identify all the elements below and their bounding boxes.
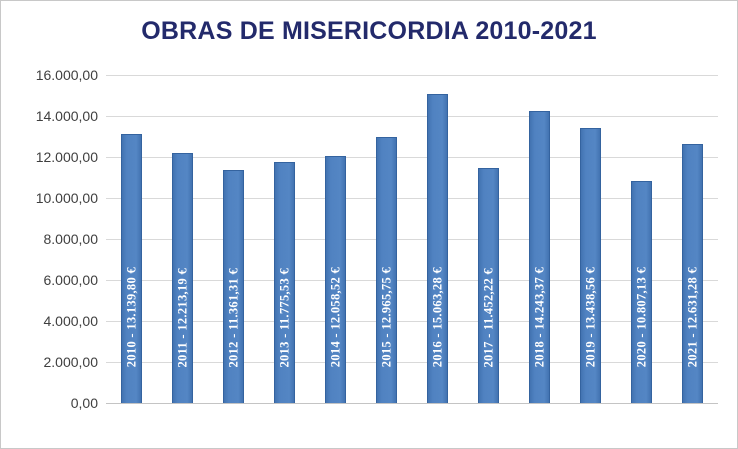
y-axis-tick-label: 14.000,00 bbox=[35, 108, 98, 124]
bar-2013: 2013 - 11.775,53 € bbox=[274, 161, 295, 403]
bar-2017: 2017 - 11.452,22 € bbox=[478, 168, 499, 403]
bar-data-label: 2017 - 11.452,22 € bbox=[481, 267, 495, 368]
gridline bbox=[106, 362, 718, 363]
bar-data-label: 2010 - 13.139,80 € bbox=[124, 266, 138, 367]
bar-data-label: 2020 - 10.807,13 € bbox=[634, 266, 648, 367]
bar-2011: 2011 - 12.213,19 € bbox=[172, 152, 193, 403]
y-axis-tick-label: 16.000,00 bbox=[35, 67, 98, 83]
bar-data-label: 2012 - 11.361,31 € bbox=[226, 267, 240, 368]
bar-2010: 2010 - 13.139,80 € bbox=[121, 133, 142, 403]
chart-title: OBRAS DE MISERICORDIA 2010-2021 bbox=[141, 17, 597, 45]
plot-area: 2010 - 13.139,80 € 2011 - 12.213,19 € 2012… bbox=[106, 75, 718, 404]
y-axis-tick-label: 10.000,00 bbox=[35, 190, 98, 206]
y-axis-tick-label: 6.000,00 bbox=[43, 272, 99, 288]
y-axis-tick-label: 8.000,00 bbox=[43, 231, 99, 247]
y-axis-tick-label: 0,00 bbox=[70, 395, 98, 411]
bar-data-label: 2015 - 12.965,75 € bbox=[379, 266, 393, 367]
bar-2012: 2012 - 11.361,31 € bbox=[223, 170, 244, 403]
bar-2019: 2019 - 13.438,56 € bbox=[580, 127, 601, 403]
gridline bbox=[106, 403, 718, 404]
gridline bbox=[106, 198, 718, 199]
gridline bbox=[106, 157, 718, 158]
y-axis-tick-label: 12.000,00 bbox=[35, 149, 98, 165]
gridline bbox=[106, 75, 718, 76]
gridline bbox=[106, 321, 718, 322]
bars-row: 2010 - 13.139,80 € 2011 - 12.213,19 € 2012… bbox=[106, 75, 718, 403]
bar-data-label: 2013 - 11.775,53 € bbox=[277, 267, 291, 368]
bar-2016: 2016 - 15.063,28 € bbox=[427, 94, 448, 403]
gridline bbox=[106, 116, 718, 117]
y-axis-labels: 16.000,00 14.000,00 12.000,00 10.000,00 8.00… bbox=[1, 67, 99, 411]
bar-data-label: 2018 - 14.243,37 € bbox=[532, 266, 546, 367]
bar-data-label: 2019 - 13.438,56 € bbox=[583, 266, 597, 367]
bar-2014: 2014 - 12.058,52 € bbox=[325, 155, 346, 403]
gridline bbox=[106, 280, 718, 281]
gridline bbox=[106, 239, 718, 240]
bar-data-label: 2011 - 12.213,19 € bbox=[175, 267, 189, 368]
bar-2018: 2018 - 14.243,37 € bbox=[529, 111, 550, 403]
bar-2015: 2015 - 12.965,75 € bbox=[376, 137, 397, 403]
y-axis-tick-label: 4.000,00 bbox=[43, 313, 99, 329]
bar-data-label: 2016 - 15.063,28 € bbox=[430, 266, 444, 367]
bar-2020: 2020 - 10.807,13 € bbox=[631, 181, 652, 403]
bar-data-label: 2014 - 12.058,52 € bbox=[328, 266, 342, 367]
bar-2021: 2021 - 12.631,28 € bbox=[682, 144, 703, 403]
y-axis-tick-label: 2.000,00 bbox=[43, 354, 99, 370]
bar-data-label: 2021 - 12.631,28 € bbox=[685, 266, 699, 367]
